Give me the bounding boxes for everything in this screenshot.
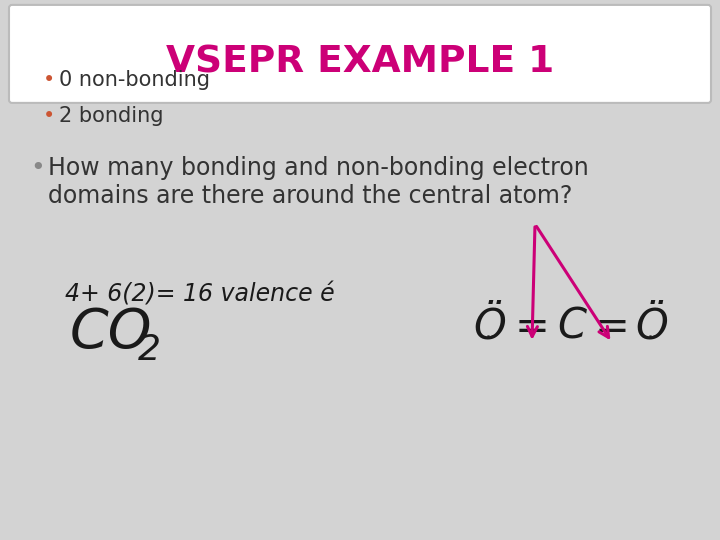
- Text: VSEPR EXAMPLE 1: VSEPR EXAMPLE 1: [166, 44, 554, 80]
- Text: =: =: [595, 306, 629, 348]
- Text: 0 non-bonding: 0 non-bonding: [59, 70, 210, 90]
- Text: C: C: [557, 306, 587, 348]
- Text: 2: 2: [138, 333, 161, 367]
- Text: =: =: [515, 306, 549, 348]
- Text: CO: CO: [70, 306, 153, 359]
- Text: •: •: [43, 70, 55, 90]
- Text: ¨: ¨: [485, 335, 495, 355]
- Text: Ö: Ö: [474, 306, 506, 348]
- Text: domains are there around the central atom?: domains are there around the central ato…: [48, 184, 572, 208]
- Text: 2 bonding: 2 bonding: [59, 106, 163, 126]
- Text: •: •: [43, 106, 55, 126]
- FancyBboxPatch shape: [9, 5, 711, 103]
- Text: 4+ 6(2)= 16 valence é: 4+ 6(2)= 16 valence é: [65, 282, 335, 306]
- Text: How many bonding and non-bonding electron: How many bonding and non-bonding electro…: [48, 156, 589, 180]
- Text: ¨: ¨: [647, 335, 657, 355]
- Text: •: •: [30, 156, 45, 180]
- Text: Ö: Ö: [636, 306, 668, 348]
